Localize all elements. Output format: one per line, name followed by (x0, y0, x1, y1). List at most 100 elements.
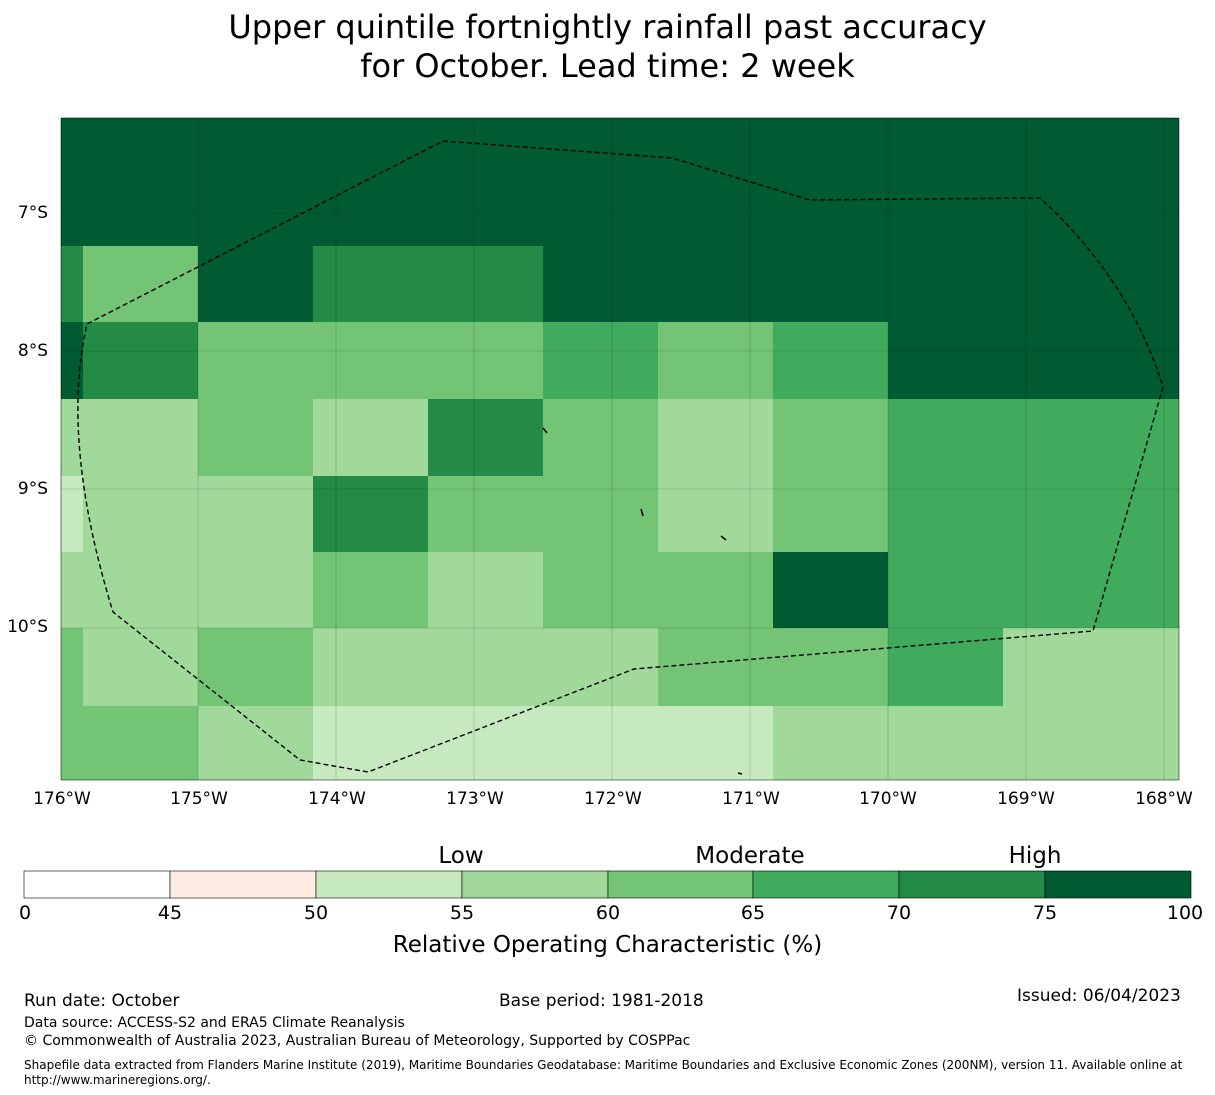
grid-cell (428, 552, 543, 628)
grid-cell (83, 322, 198, 399)
run-date: Run date: October (24, 991, 180, 1011)
shapefile-url: http://www.marineregions.org/. (24, 1073, 211, 1087)
grid-cell (1003, 628, 1118, 706)
grid-cell (313, 246, 428, 322)
legend-category-low: Low (438, 843, 484, 869)
grid-cell (61, 706, 83, 780)
lat-label-10s: 10°S (7, 617, 48, 637)
grid-cell (198, 322, 313, 399)
grid-cell (198, 399, 313, 476)
grid-cell (1003, 399, 1118, 476)
grid-cell (1003, 118, 1118, 246)
grid-cell (773, 706, 888, 780)
grid-cell (61, 322, 83, 399)
grid-cell (1003, 552, 1118, 628)
grid-cell (61, 118, 83, 246)
grid-cell (198, 118, 313, 246)
lon-label-170w: 170°W (859, 789, 917, 809)
colorbar-segment (461, 870, 609, 899)
grid-cell (1118, 552, 1179, 628)
grid-cell (313, 118, 428, 246)
grid-cell (428, 118, 543, 246)
data-source: Data source: ACCESS-S2 and ERA5 Climate … (24, 1015, 405, 1031)
grid-cell (1003, 322, 1118, 399)
grid-cell (428, 322, 543, 399)
grid-cell (428, 399, 543, 476)
grid-cell (773, 246, 888, 322)
grid-cell (313, 628, 428, 706)
island-shape (640, 508, 644, 517)
grid-cell (543, 399, 658, 476)
grid-cell (773, 118, 888, 246)
grid-cell (888, 552, 1003, 628)
grid-cell (1118, 476, 1179, 552)
grid-cell (1003, 706, 1118, 780)
grid-cell (658, 628, 773, 706)
island-shape (542, 427, 548, 434)
lon-label-172w: 172°W (584, 789, 642, 809)
island-shape (720, 535, 727, 541)
legend-category-moderate: Moderate (695, 843, 805, 869)
grid-cell (313, 399, 428, 476)
grid-cell (658, 476, 773, 552)
grid-cell (658, 322, 773, 399)
colorbar-segment (607, 870, 754, 899)
islands (542, 427, 743, 775)
grid-cell (83, 118, 198, 246)
grid-cell (888, 476, 1003, 552)
colorbar (23, 870, 1192, 899)
grid-cell (198, 476, 313, 552)
colorbar-tick-label: 0 (18, 902, 32, 924)
grid-cell (773, 628, 888, 706)
grid-cell (543, 628, 658, 706)
shapefile-credit: Shapefile data extracted from Flanders M… (24, 1058, 1183, 1072)
grid-cell (888, 628, 1003, 706)
map-frame (60, 117, 1180, 781)
grid-cell (198, 706, 313, 780)
grid-cell (313, 552, 428, 628)
grid-cell (61, 476, 83, 552)
grid-cell (313, 476, 428, 552)
grid-cell (773, 552, 888, 628)
grid-cell (888, 322, 1003, 399)
island-shape (737, 772, 743, 775)
base-period: Base period: 1981-2018 (499, 991, 704, 1011)
grid-cell (658, 246, 773, 322)
grid-cell (83, 706, 198, 780)
grid-cell (1118, 628, 1179, 706)
grid-cell (83, 552, 198, 628)
grid-cell (83, 246, 198, 322)
grid-cell (83, 399, 198, 476)
eez-boundary-line (77, 140, 1164, 773)
grid-cell (888, 399, 1003, 476)
grid-cell (1003, 476, 1118, 552)
lat-label-8s: 8°S (17, 341, 48, 361)
grid-cell (543, 322, 658, 399)
grid-cell (61, 399, 83, 476)
grid-cell (198, 552, 313, 628)
colorbar-segment (898, 870, 1046, 899)
colorbar-title: Relative Operating Characteristic (%) (392, 932, 823, 958)
grid-cell (888, 118, 1003, 246)
colorbar-segment (169, 870, 317, 899)
grid-cell (198, 628, 313, 706)
graticule (61, 118, 1179, 780)
rainfall-accuracy-grid (61, 118, 1179, 780)
grid-cell (83, 628, 198, 706)
colorbar-segment (1044, 870, 1192, 899)
grid-cell (543, 552, 658, 628)
legend-category-high: High (1008, 843, 1062, 869)
colorbar-tick-label: 100 (1166, 902, 1204, 924)
lon-label-176w: 176°W (33, 789, 91, 809)
grid-cell (61, 552, 83, 628)
grid-cell (198, 246, 313, 322)
grid-cell (773, 476, 888, 552)
colorbar-tick-label: 70 (886, 902, 912, 924)
grid-cell (1003, 246, 1118, 322)
issued-date: Issued: 06/04/2023 (1017, 986, 1181, 1006)
grid-cell (313, 706, 428, 780)
grid-cell (61, 628, 83, 706)
grid-cell (428, 246, 543, 322)
grid-cell (888, 706, 1003, 780)
colorbar-tick-label: 45 (157, 902, 183, 924)
